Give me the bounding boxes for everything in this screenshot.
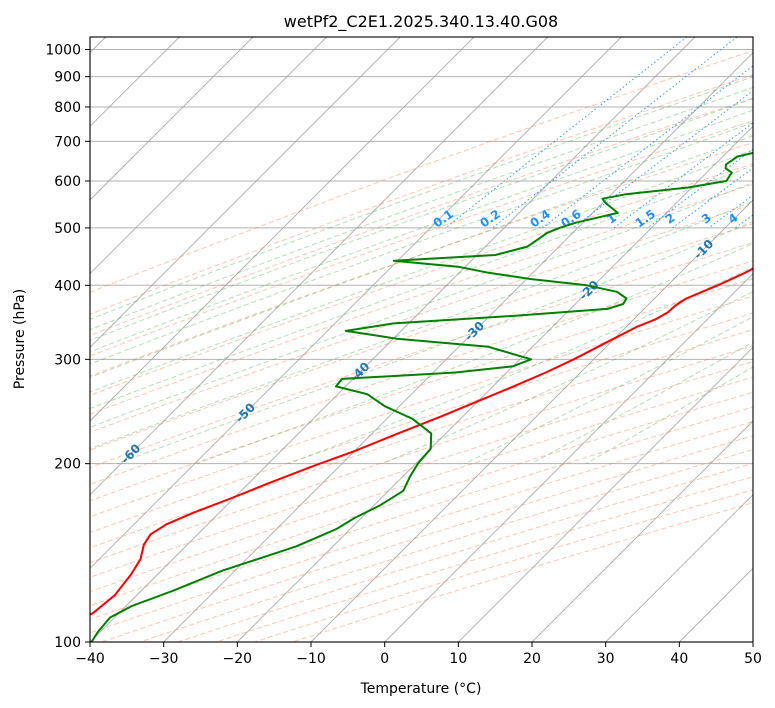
dry-adiabat: [292, 502, 753, 642]
mixing-ratio-line: [613, 122, 753, 229]
isotherm-line: [90, 37, 475, 422]
x-tick-label: −20: [223, 651, 253, 667]
y-tick-label: 500: [54, 221, 81, 237]
moist-adiabat: [90, 149, 753, 393]
x-axis-label: Temperature (°C): [360, 681, 482, 697]
dry-adiabat: [177, 462, 753, 642]
x-tick-label: 30: [597, 651, 615, 667]
y-tick-label: 200: [54, 457, 81, 473]
x-tick-label: 20: [523, 651, 541, 667]
x-tick-label: 10: [449, 651, 467, 667]
y-tick-label: 900: [54, 70, 81, 86]
dry-adiabat: [90, 260, 753, 485]
x-tick-label: 50: [744, 651, 762, 667]
moist-adiabat: [90, 135, 753, 378]
moist-adiabat: [90, 181, 753, 428]
isotherm-line: [531, 420, 753, 642]
moist-adiabat: [90, 98, 753, 341]
moist-adiabat: [90, 86, 753, 331]
dry-adiabat: [90, 295, 753, 518]
dry-adiabat: [90, 97, 753, 337]
dry-adiabat: [90, 223, 753, 451]
isotherm-label: -70: [4, 482, 29, 507]
dry-adiabat: [90, 361, 753, 578]
mixing-ratio-label: 0.1: [431, 207, 456, 231]
y-tick-label: 100: [54, 635, 81, 651]
moist-adiabat: [90, 122, 753, 365]
isotherm-line: [163, 51, 753, 642]
moist-adiabat: [382, 291, 753, 465]
moist-adiabat: [90, 109, 753, 353]
y-tick-label: 600: [54, 174, 81, 190]
mixing-ratio-label: 0.2: [477, 207, 502, 231]
background-lines: [90, 37, 753, 642]
isotherm-line: [90, 37, 549, 496]
y-tick-label: 800: [54, 100, 81, 116]
x-tick-label: 40: [670, 651, 688, 667]
mixing-ratio-line: [542, 65, 753, 229]
dry-adiabat: [90, 163, 753, 396]
mixing-ratio-label: 2: [663, 210, 678, 226]
x-tick-label: 0: [380, 651, 389, 667]
isotherm-line: [384, 272, 753, 642]
y-axis-label: Pressure (hPa): [12, 289, 28, 389]
y-tick-label: 300: [54, 352, 81, 368]
moist-adiabat: [196, 242, 753, 465]
adiabat-labels: 0.10.20.40.611.52346810131620253036-100-…: [4, 207, 775, 507]
isotherm-line: [90, 37, 622, 570]
dry-adiabat: [90, 329, 753, 549]
dry-adiabat: [90, 345, 753, 564]
dry-adiabat: [90, 278, 753, 502]
dry-adiabat: [101, 435, 753, 642]
isotherm-line: [90, 37, 328, 275]
moist-adiabat: [90, 164, 753, 410]
dry-adiabat: [90, 142, 753, 377]
mixing-ratio-line: [492, 37, 738, 229]
moist-adiabat: [585, 366, 753, 465]
mixing-ratio-line: [672, 167, 753, 229]
chart-title: wetPf2_C2E1.2025.340.13.40.G08: [284, 12, 558, 32]
isotherm-line: [752, 641, 753, 642]
y-axis: 100 200 300 400 500 600 700 800 900 1000: [45, 43, 90, 651]
isotherm-line: [678, 567, 753, 642]
dry-adiabat: [90, 50, 753, 293]
y-tick-label: 400: [54, 278, 81, 294]
mixing-ratio-label: 3: [699, 210, 714, 226]
x-tick-label: −30: [149, 651, 179, 667]
isotherm-line: [90, 37, 254, 201]
isotherm-line: [457, 346, 753, 642]
dry-adiabat: [215, 476, 753, 642]
isotherm-line: [90, 37, 401, 349]
isotherm-line: [236, 125, 753, 642]
plot-frame: [89, 36, 754, 643]
profile-lines: [90, 151, 753, 642]
temperature-line: [90, 267, 753, 616]
dry-adiabat: [90, 391, 753, 607]
mixing-ratio-label: 4: [726, 210, 741, 226]
mixing-ratio-label: 6: [764, 210, 775, 226]
mixing-ratio-line: [572, 90, 753, 229]
dewpoint-line: [90, 151, 753, 642]
mixing-ratio-line: [734, 214, 753, 229]
x-axis: −40 −30 −20 −10 0 10 20 30 40 50: [75, 642, 762, 667]
y-tick-label: 700: [54, 134, 81, 150]
dry-adiabat: [90, 376, 753, 593]
x-tick-label: −10: [296, 651, 326, 667]
isotherm-line: [605, 493, 753, 642]
moist-adiabat: [116, 220, 753, 465]
isotherm-line: [90, 37, 696, 642]
y-tick-label: 1000: [45, 43, 81, 59]
dry-adiabat: [90, 241, 753, 469]
moist-adiabat: [90, 76, 753, 320]
x-tick-label: −40: [75, 651, 105, 667]
